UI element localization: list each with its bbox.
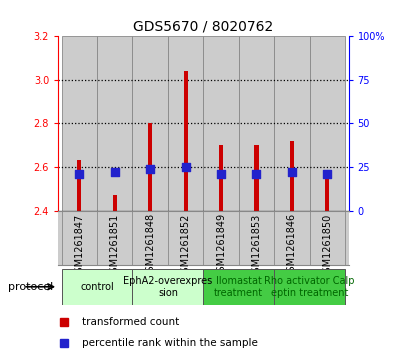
Bar (148, 123, 152, 211)
Text: GSM1261852: GSM1261852 (181, 213, 190, 279)
Point (76, 171, 83, 177)
Bar (62, 36, 97, 211)
Text: GSM1261847: GSM1261847 (74, 213, 84, 278)
Bar (132, 36, 168, 211)
Text: transformed count: transformed count (81, 317, 179, 327)
Point (112, 169, 118, 175)
Text: GSM1261846: GSM1261846 (287, 213, 297, 278)
Text: Ilomastat
treatment: Ilomastat treatment (214, 276, 264, 298)
Point (218, 171, 225, 177)
Text: percentile rank within the sample: percentile rank within the sample (81, 338, 257, 348)
Point (324, 171, 331, 177)
Bar (77, 160, 81, 211)
Point (147, 166, 154, 172)
Point (182, 164, 189, 170)
Text: GSM1261849: GSM1261849 (216, 213, 226, 278)
Text: Rho activator Calp
eptin treatment: Rho activator Calp eptin treatment (264, 276, 355, 298)
Text: GSM1261850: GSM1261850 (322, 213, 332, 278)
Bar (112, 195, 117, 211)
Bar (132, 269, 203, 305)
Bar (290, 141, 294, 211)
Text: control: control (80, 282, 114, 292)
Bar (310, 36, 345, 211)
Bar (274, 269, 345, 305)
Point (253, 171, 260, 177)
Bar (62, 269, 132, 305)
Bar (239, 36, 274, 211)
Title: GDS5670 / 8020762: GDS5670 / 8020762 (133, 20, 273, 34)
Bar (183, 71, 188, 211)
Bar (219, 145, 223, 211)
Bar (97, 36, 132, 211)
Bar (274, 36, 310, 211)
Bar (254, 145, 259, 211)
Text: GSM1261851: GSM1261851 (110, 213, 120, 278)
Text: EphA2-overexpres
sion: EphA2-overexpres sion (123, 276, 212, 298)
Bar (203, 36, 239, 211)
Bar (203, 269, 274, 305)
Point (288, 169, 295, 175)
Text: protocol: protocol (8, 282, 54, 292)
Bar (325, 176, 330, 211)
Text: GSM1261848: GSM1261848 (145, 213, 155, 278)
Bar (168, 36, 203, 211)
Text: GSM1261853: GSM1261853 (251, 213, 261, 278)
